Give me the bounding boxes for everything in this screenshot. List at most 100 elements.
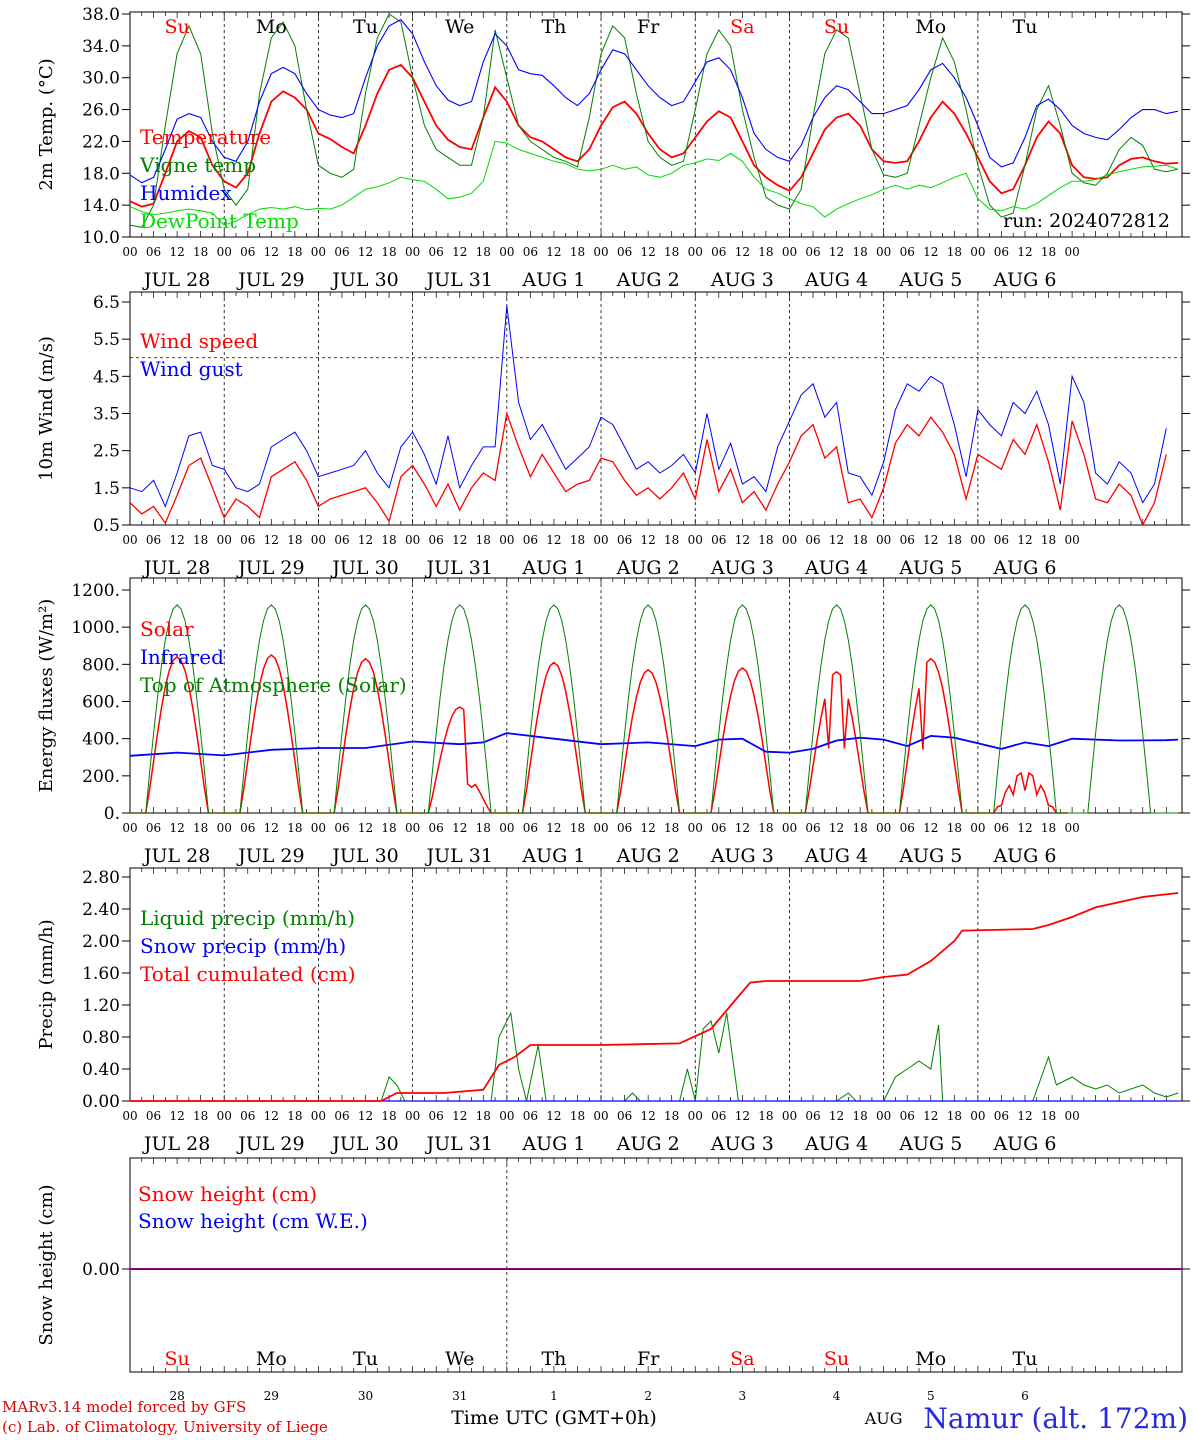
y-tick-label: 2.80 xyxy=(82,868,120,888)
hour-tick-label: 00 xyxy=(405,1109,420,1123)
y-tick-label: 22.0 xyxy=(82,132,120,152)
hour-tick-label: 00 xyxy=(311,533,326,547)
weekday-label: Sa xyxy=(730,16,754,38)
weekday-label: Tu xyxy=(353,16,378,38)
hour-tick-label: 12 xyxy=(1017,245,1032,259)
hour-tick-label: 00 xyxy=(876,821,891,835)
hour-tick-label: 00 xyxy=(593,821,608,835)
hour-tick-label: 18 xyxy=(381,245,396,259)
date-label: JUL 28 xyxy=(142,845,210,867)
hour-tick-label: 00 xyxy=(217,821,232,835)
panel-3: 00 06 12 18 00 06 12 18 00 06 12 18 00 06 12 18 00 06 12 18… xyxy=(122,867,1183,1155)
hour-tick-label: 18 xyxy=(476,821,491,835)
y-axis-label: Precip (mm/h) xyxy=(36,919,57,1049)
hour-tick-label: 18 xyxy=(947,533,962,547)
hour-tick-label: 12 xyxy=(358,245,373,259)
bottom-date-label: 31 xyxy=(452,1389,467,1403)
weekday-label: We xyxy=(445,16,474,38)
panel-frame xyxy=(129,11,1183,238)
weekday-label: Mo xyxy=(915,1348,946,1370)
hour-tick-label: 12 xyxy=(923,1109,938,1123)
hour-tick-label: 18 xyxy=(1041,1109,1056,1123)
series-line-wind-gust xyxy=(129,305,1167,508)
date-label: JUL 29 xyxy=(236,269,304,291)
y-tick-label: 5.5 xyxy=(93,330,120,350)
station-name: Namur (alt. 172m) xyxy=(923,1402,1188,1435)
series-line-infrared xyxy=(129,732,1179,757)
hour-tick-label: 18 xyxy=(570,533,585,547)
hour-tick-label: 12 xyxy=(264,821,279,835)
hour-tick-label: 06 xyxy=(711,245,726,259)
date-label: AUG 1 xyxy=(521,1133,585,1155)
y-tick-label: 2.00 xyxy=(82,932,120,952)
weekday-label: Mo xyxy=(915,16,946,38)
hour-tick-label: 00 xyxy=(405,245,420,259)
hour-tick-label: 18 xyxy=(476,1109,491,1123)
temperature-panel: 10.0 14.0 18.0 22.0 26.0 30.0 34.0 38.0 Temperat… xyxy=(36,5,1190,248)
legend-entry: Solar xyxy=(140,617,194,641)
hour-tick-label: 00 xyxy=(217,245,232,259)
legend-entry: Infrared xyxy=(140,645,224,669)
y-tick-label: 400. xyxy=(82,730,120,750)
hour-tick-label: 18 xyxy=(664,533,679,547)
hour-tick-label: 12 xyxy=(169,245,184,259)
hour-tick-label: 00 xyxy=(499,821,514,835)
hour-tick-label: 18 xyxy=(664,245,679,259)
y-tick-label: 34.0 xyxy=(82,37,120,57)
hour-tick-label: 12 xyxy=(358,821,373,835)
hour-tick-label: 00 xyxy=(405,821,420,835)
bottom-date-label: 3 xyxy=(739,1389,747,1403)
date-label: AUG 5 xyxy=(898,269,962,291)
energy-panel: 0. 200. 400. 600. 800. 1000. 1200. Solar Infrare… xyxy=(36,581,1190,824)
hour-tick-label: 12 xyxy=(546,821,561,835)
hour-tick-label: 18 xyxy=(381,533,396,547)
hour-tick-label: 18 xyxy=(476,533,491,547)
hour-tick-label: 18 xyxy=(287,1109,302,1123)
hour-tick-label: 18 xyxy=(852,245,867,259)
hour-tick-label: 12 xyxy=(452,245,467,259)
hour-tick-label: 06 xyxy=(994,245,1009,259)
y-tick-label: 4.5 xyxy=(93,367,120,387)
hour-tick-label: 00 xyxy=(688,245,703,259)
hour-tick-label: 00 xyxy=(593,1109,608,1123)
hour-tick-label: 00 xyxy=(688,821,703,835)
date-label: AUG 4 xyxy=(804,269,868,291)
hour-tick-label: 18 xyxy=(758,245,773,259)
panel-0: 00 06 12 18 00 06 12 18 00 06 12 18 00 06 12 18 00 06 12 18… xyxy=(122,11,1183,291)
weekday-label: Su xyxy=(164,16,189,38)
hour-tick-label: 06 xyxy=(334,1109,349,1123)
snow-panel: 0.00 Snow height (cm) Snow height (cm W.E.… xyxy=(36,1182,1190,1435)
date-label: JUL 29 xyxy=(236,557,304,579)
hour-tick-label: 00 xyxy=(1064,821,1079,835)
date-label: JUL 30 xyxy=(330,557,398,579)
weekday-label: Fr xyxy=(637,16,660,38)
hour-tick-label: 06 xyxy=(711,533,726,547)
bottom-date-label: 28 xyxy=(169,1389,184,1403)
hour-tick-label: 18 xyxy=(381,821,396,835)
hour-tick-label: 00 xyxy=(499,1109,514,1123)
hour-tick-label: 06 xyxy=(900,1109,915,1123)
hour-tick-label: 18 xyxy=(287,533,302,547)
y-tick-label: 26.0 xyxy=(82,101,120,121)
hour-tick-label: 18 xyxy=(193,245,208,259)
legend-entry: DewPoint Temp xyxy=(140,209,299,233)
y-tick-label: 1.20 xyxy=(82,996,120,1016)
date-label: AUG 6 xyxy=(992,557,1056,579)
y-tick-label: 2.40 xyxy=(82,900,120,920)
date-label: JUL 30 xyxy=(330,1133,398,1155)
hour-tick-label: 06 xyxy=(429,245,444,259)
hour-tick-label: 12 xyxy=(452,533,467,547)
hour-tick-label: 00 xyxy=(876,1109,891,1123)
panel-1: 00 06 12 18 00 06 12 18 00 06 12 18 00 06 12 18 00 06 12 18… xyxy=(122,291,1183,579)
hour-tick-label: 06 xyxy=(523,821,538,835)
date-label: AUG 4 xyxy=(804,845,868,867)
hour-tick-label: 12 xyxy=(1017,1109,1032,1123)
footer-model-credit: MARv3.14 model forced by GFS xyxy=(2,1398,247,1416)
weekday-label: Su xyxy=(164,1348,189,1370)
y-tick-label: 10.0 xyxy=(82,228,120,248)
hour-tick-label: 00 xyxy=(122,1109,137,1123)
hour-tick-label: 12 xyxy=(923,821,938,835)
wind-panel: 0.5 1.5 2.5 3.5 4.5 5.5 6.5 Wind speed Wind gust… xyxy=(36,293,1190,536)
hour-tick-label: 00 xyxy=(217,1109,232,1123)
legend-entry: Top of Atmosphere (Solar) xyxy=(140,673,407,697)
